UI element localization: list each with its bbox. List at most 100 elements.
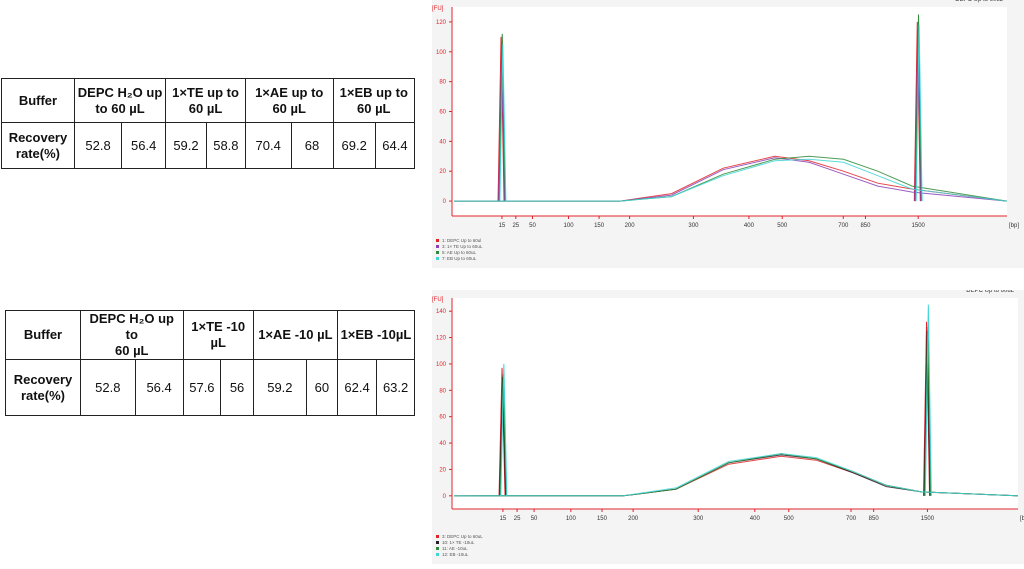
x-tick-label: 1500 bbox=[921, 516, 935, 522]
series-line bbox=[453, 158, 1008, 202]
row-label-recovery: Recovery rate(%) bbox=[1, 122, 75, 169]
legend-swatch bbox=[436, 547, 439, 550]
y-tick-label: 60 bbox=[439, 415, 446, 421]
x-tick-label: 25 bbox=[512, 223, 519, 229]
legend-entry: 11: AE -10uL bbox=[442, 546, 468, 551]
plot-area bbox=[452, 7, 1007, 216]
legend-swatch bbox=[436, 239, 439, 242]
y-tick-label: 120 bbox=[436, 336, 447, 342]
header-depc: DEPC H₂O up to 60 µL bbox=[79, 310, 184, 360]
legend-entry: 1: DEPC Up to 60ul bbox=[442, 238, 481, 243]
marker-peak bbox=[924, 304, 932, 496]
legend-swatch bbox=[436, 257, 439, 260]
marker-peak bbox=[923, 321, 931, 496]
value-cell: 56.4 bbox=[134, 359, 184, 416]
marker-peak bbox=[498, 33, 506, 202]
marker-peak bbox=[923, 330, 931, 496]
value-cell: 59.2 bbox=[252, 359, 307, 416]
value-cell: 56 bbox=[220, 359, 254, 416]
recovery-table-2: Buffer DEPC H₂O up to 60 µL 1×TE -10 µL 1×… bbox=[5, 310, 416, 416]
chart-title: DEPC Up to 60uL bbox=[955, 0, 1003, 3]
x-tick-label: 500 bbox=[777, 223, 788, 229]
y-tick-label: 140 bbox=[436, 309, 447, 315]
x-tick-label: 150 bbox=[597, 516, 608, 522]
chart-title: DEPC Up to 60uL bbox=[966, 290, 1014, 294]
y-tick-label: 120 bbox=[436, 20, 447, 26]
marker-peak bbox=[915, 24, 923, 202]
legend-entry: 7: EB Up to 60uL bbox=[442, 256, 477, 261]
header-ae: 1×AE -10 µL bbox=[252, 310, 338, 360]
value-cell: 56.4 bbox=[121, 122, 167, 169]
x-tick-label: 400 bbox=[750, 516, 761, 522]
x-tick-label: 15 bbox=[499, 223, 506, 229]
x-tick-label: 1500 bbox=[912, 223, 926, 229]
x-tick-label: 500 bbox=[784, 516, 795, 522]
series-line bbox=[453, 453, 1019, 497]
y-tick-label: 20 bbox=[439, 467, 446, 473]
y-tick-label: 80 bbox=[439, 80, 446, 86]
legend-entry: 3: 1× TE Up to 60uL bbox=[442, 244, 483, 249]
y-tick-label: 100 bbox=[436, 50, 447, 56]
y-axis-label: [FU] bbox=[432, 297, 444, 303]
y-tick-label: 60 bbox=[439, 110, 446, 116]
value-cell: 52.8 bbox=[79, 359, 136, 416]
x-tick-label: 15 bbox=[500, 516, 507, 522]
header-te: 1×TE -10 µL bbox=[182, 310, 254, 360]
x-tick-label: 25 bbox=[514, 516, 521, 522]
header-eb: 1×EB up to 60 µL bbox=[332, 78, 416, 123]
legend-swatch bbox=[436, 535, 439, 538]
value-cell: 64.4 bbox=[374, 122, 416, 169]
electropherogram-panel-1: 0 20 40 60 80 100 120 15 25 50 100 150 200 300 400 500 7… bbox=[432, 0, 1024, 268]
marker-peak bbox=[913, 21, 921, 202]
y-tick-label: 40 bbox=[439, 441, 446, 447]
x-tick-label: 700 bbox=[846, 516, 857, 522]
marker-peak bbox=[915, 14, 922, 202]
recovery-table-1: Buffer DEPC H₂O up to 60 µL 1×TE up to 60 … bbox=[1, 78, 416, 169]
marker-peak bbox=[498, 367, 506, 496]
y-tick-label: 100 bbox=[436, 362, 447, 368]
legend-swatch bbox=[436, 251, 439, 254]
legend-entry: 5: AE Up to 60uL bbox=[442, 250, 477, 255]
row-label-recovery: Recovery rate(%) bbox=[5, 359, 81, 416]
x-tick-label: 700 bbox=[838, 223, 849, 229]
y-tick-label: 80 bbox=[439, 388, 446, 394]
x-tick-label: 300 bbox=[688, 223, 699, 229]
value-cell: 58.8 bbox=[205, 122, 246, 169]
x-tick-label: 850 bbox=[860, 223, 871, 229]
y-tick-label: 0 bbox=[443, 494, 447, 500]
y-tick-label: 40 bbox=[439, 139, 446, 145]
x-tick-label: 850 bbox=[869, 516, 880, 522]
x-tick-label: 50 bbox=[529, 223, 536, 229]
value-cell: 69.2 bbox=[332, 122, 376, 169]
marker-peak bbox=[500, 363, 508, 496]
header-te: 1×TE up to 60 µL bbox=[165, 78, 246, 123]
x-tick-label: 50 bbox=[531, 516, 538, 522]
x-tick-label: 150 bbox=[594, 223, 605, 229]
legend-swatch bbox=[436, 553, 439, 556]
electropherogram-chart-2: 0 20 40 60 80 100 120 140 15 25 50 100 150 200 300 400 5… bbox=[432, 288, 1024, 564]
x-tick-label: 300 bbox=[693, 516, 704, 522]
x-tick-label: 200 bbox=[628, 516, 639, 522]
legend-swatch bbox=[436, 245, 439, 248]
value-cell: 62.4 bbox=[336, 359, 378, 416]
value-cell: 60 bbox=[305, 359, 338, 416]
header-eb: 1×EB -10µL bbox=[336, 310, 416, 360]
value-cell: 52.8 bbox=[73, 122, 123, 169]
header-buffer: Buffer bbox=[1, 78, 75, 123]
x-tick-label: 400 bbox=[744, 223, 755, 229]
marker-peak bbox=[499, 377, 507, 496]
y-tick-label: 0 bbox=[443, 199, 447, 205]
header-depc: DEPC H₂O up to 60 µL bbox=[73, 78, 167, 123]
legend-entry: 10: 1× TE -10uL bbox=[442, 540, 475, 545]
marker-peak bbox=[499, 44, 507, 202]
value-cell: 70.4 bbox=[244, 122, 292, 169]
x-axis-label: [bp] bbox=[1020, 516, 1024, 522]
plot-area bbox=[452, 298, 1018, 509]
legend-entry: 3: DEPC Up to 60uL bbox=[442, 534, 483, 539]
x-tick-label: 100 bbox=[564, 223, 575, 229]
x-tick-label: 200 bbox=[625, 223, 636, 229]
value-cell: 63.2 bbox=[376, 359, 415, 416]
value-cell: 59.2 bbox=[165, 122, 207, 169]
electropherogram-chart-1: 0 20 40 60 80 100 120 15 25 50 100 150 200 300 400 500 7… bbox=[432, 0, 1024, 268]
value-cell: 68 bbox=[290, 122, 334, 169]
